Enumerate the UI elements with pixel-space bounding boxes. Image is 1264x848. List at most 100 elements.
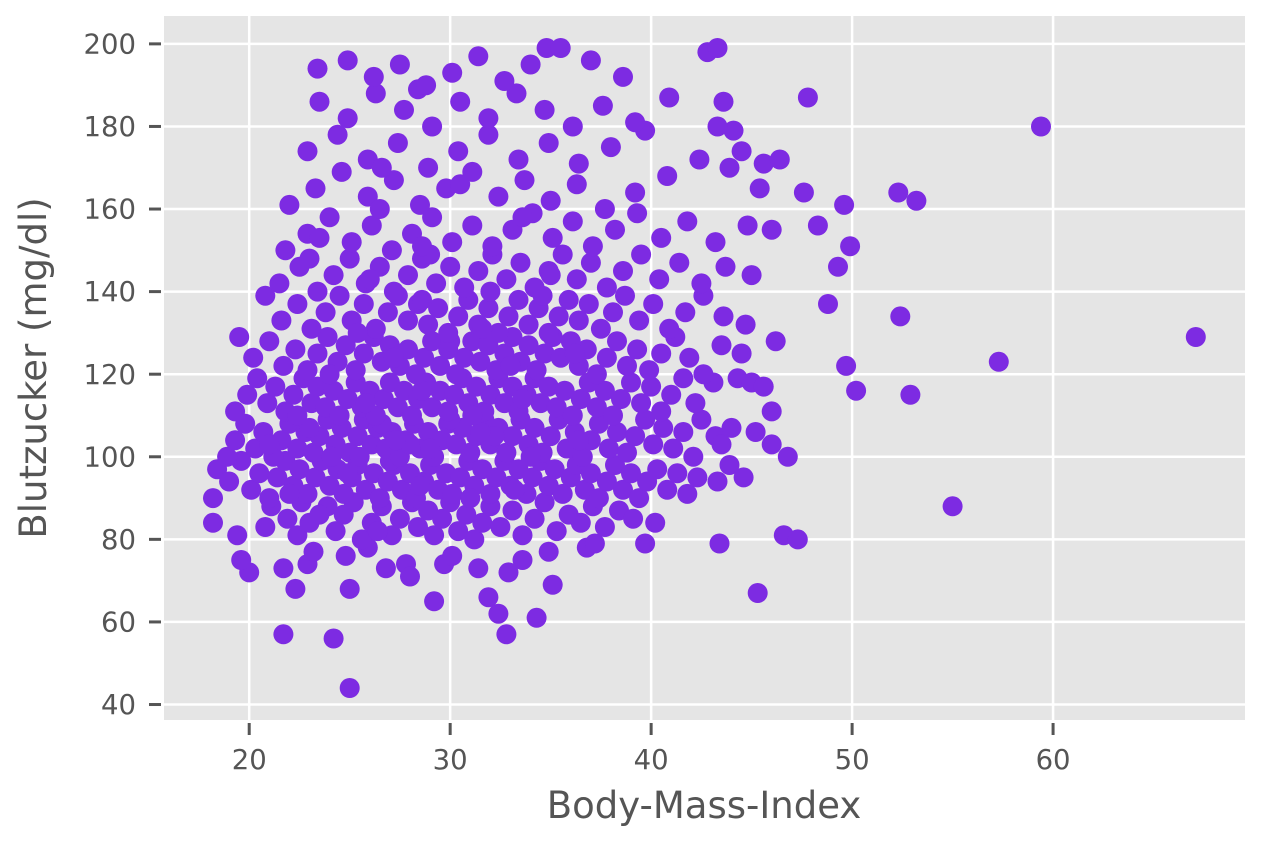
scatter-point [753, 153, 774, 174]
scatter-point [408, 517, 428, 537]
scatter-point [635, 533, 656, 554]
scatter-point [667, 463, 688, 484]
scatter-point [753, 376, 774, 397]
scatter-point [347, 322, 368, 343]
scatter-point [546, 521, 567, 542]
scatter-point [600, 137, 621, 158]
scatter-point [367, 521, 388, 542]
scatter-point [462, 215, 483, 236]
scatter-point [607, 422, 627, 442]
scatter-point [339, 578, 360, 599]
scatter-point [570, 389, 591, 409]
scatter-point [524, 417, 545, 438]
scatter-point [410, 475, 430, 496]
scatter-point [357, 186, 378, 207]
scatter-point [287, 438, 308, 459]
scatter-point [818, 294, 838, 314]
scatter-point [299, 248, 320, 269]
axis-tick-labels: 20 30 40 50 60 40 60 80 100 120 140 160 180 200 [84, 28, 1071, 776]
scatter-point [273, 355, 294, 376]
scatter-point [580, 50, 601, 71]
scatter-point [761, 219, 782, 240]
scatter-point [353, 294, 374, 314]
scatter-point [448, 306, 469, 327]
scatter-point [387, 133, 408, 153]
scatter-point [711, 335, 732, 356]
scatter-point [225, 401, 246, 422]
scatter-point [552, 483, 573, 504]
scatter-point [416, 75, 437, 96]
scatter-point [412, 289, 432, 310]
scatter-point [361, 215, 382, 236]
scatter-point [596, 347, 617, 368]
scatter-point [797, 87, 818, 108]
scatter-point [426, 273, 447, 294]
scatter-point [247, 368, 268, 389]
y-tick-label: 80 [101, 524, 136, 556]
scatter-point [259, 488, 280, 509]
scatter-point [534, 492, 555, 513]
scatter-point [383, 281, 404, 302]
scatter-point [299, 417, 320, 438]
scatter-point [480, 483, 501, 504]
scatter-point [289, 459, 310, 480]
scatter-point [621, 463, 641, 484]
scatter-point [524, 277, 545, 298]
scatter-point [787, 529, 808, 550]
scatter-point [548, 306, 569, 327]
scatter-point [273, 558, 294, 579]
scatter-point [255, 285, 276, 306]
scatter-point [675, 302, 696, 323]
scatter-point [615, 285, 635, 306]
scatter-point [661, 384, 682, 405]
scatter-point [398, 265, 418, 286]
scatter-point [456, 504, 477, 525]
scatter-point [570, 512, 591, 533]
scatter-point [625, 182, 646, 203]
scatter-point [359, 269, 380, 290]
scatter-point [765, 331, 786, 352]
scatter-point [562, 211, 583, 232]
scatter-point [512, 207, 533, 228]
scatter-point [733, 467, 754, 488]
scatter-point [590, 318, 611, 339]
scatter-point [731, 343, 752, 364]
scatter-point [369, 488, 390, 509]
scatter-point [540, 190, 561, 211]
scatter-point [331, 161, 352, 182]
scatter-point [345, 360, 366, 381]
scatter-point [777, 446, 798, 467]
scatter-point [605, 219, 625, 240]
scatter-point [888, 182, 909, 203]
scatter-point [385, 430, 406, 451]
scatter-point [335, 545, 356, 566]
scatter-point [333, 483, 354, 504]
scatter-point [836, 355, 857, 376]
scatter-point [446, 364, 467, 385]
scatter-point [588, 488, 609, 509]
scatter-point [383, 170, 404, 191]
scatter-point [607, 331, 627, 352]
scatter-point [594, 517, 615, 537]
scatter-point [683, 446, 704, 467]
scatter-point [659, 318, 680, 339]
scatter-point [365, 83, 386, 104]
axis-tick-marks [149, 42, 1055, 735]
scatter-point [584, 533, 605, 554]
scatter-point [685, 393, 706, 414]
scatter-point [400, 566, 420, 587]
scatter-point [617, 442, 637, 463]
scatter-point [371, 157, 392, 178]
scatter-point [657, 166, 678, 186]
scatter-point [942, 496, 963, 517]
scatter-point [709, 533, 730, 554]
scatter-point [586, 397, 607, 418]
scatter-point [582, 236, 603, 257]
scatter-point [217, 446, 238, 467]
scatter-point [472, 318, 493, 339]
scatter-point [737, 215, 758, 236]
x-tick-label: 40 [634, 744, 669, 776]
scatter-point [414, 347, 435, 368]
scatter-point [621, 372, 641, 393]
scatter-point [329, 405, 350, 426]
